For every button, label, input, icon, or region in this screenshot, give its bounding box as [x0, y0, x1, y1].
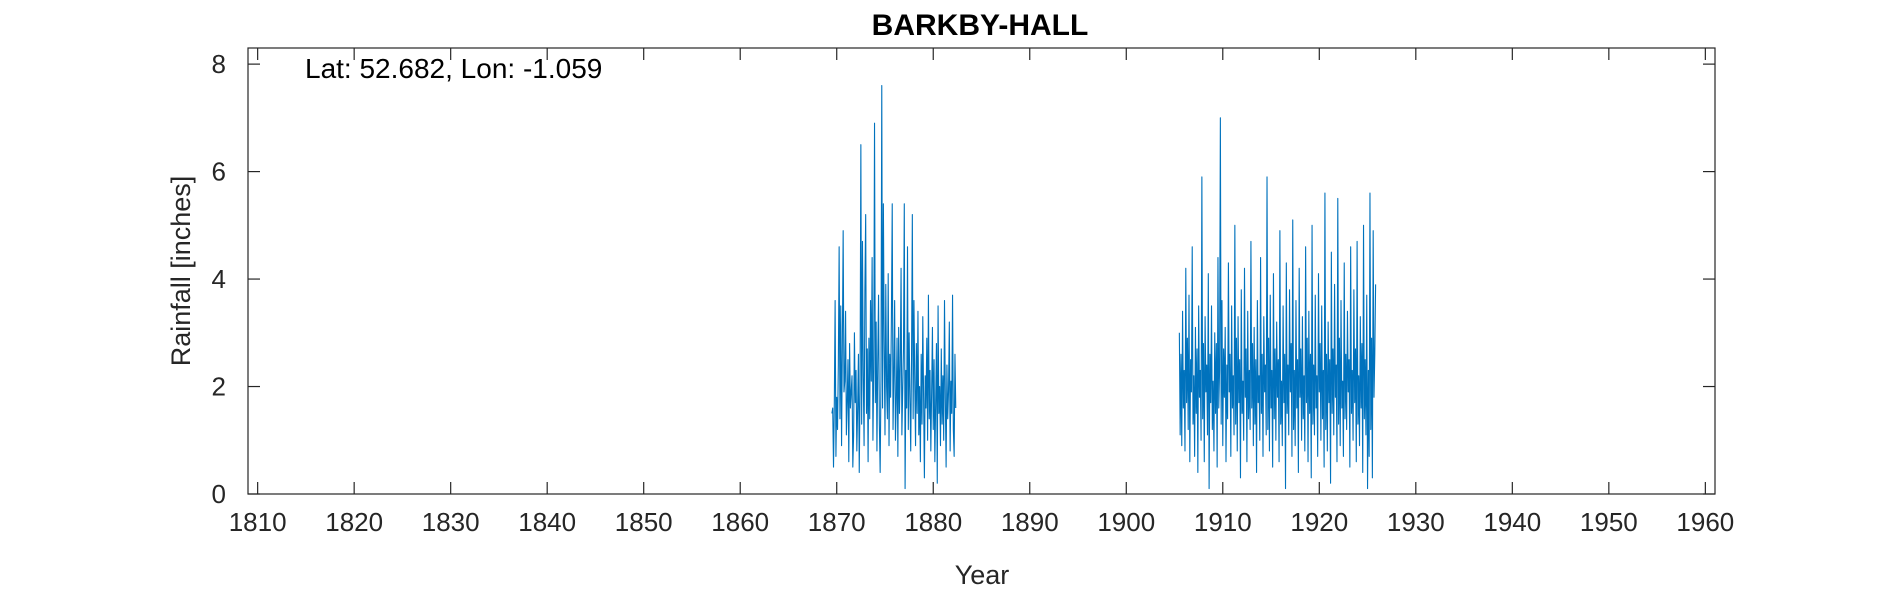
x-tick-label: 1890	[1001, 507, 1059, 537]
x-tick-label: 1830	[422, 507, 480, 537]
y-tick-label: 8	[212, 49, 226, 79]
x-tick-label: 1960	[1676, 507, 1734, 537]
y-tick-label: 4	[212, 264, 226, 294]
x-tick-label: 1910	[1194, 507, 1252, 537]
x-tick-labels: 1810 1820 1830 1840 1850 1860 1870 1880 1890 1900…	[229, 507, 1735, 537]
x-tick-label: 1930	[1387, 507, 1445, 537]
x-tick-label: 1810	[229, 507, 287, 537]
axis-ticks	[248, 48, 1715, 495]
x-tick-label: 1950	[1580, 507, 1638, 537]
station-coordinates-annotation: Lat: 52.682, Lon: -1.059	[305, 53, 602, 84]
rainfall-series	[831, 85, 1377, 490]
rainfall-series-line-segment-1	[831, 85, 957, 490]
x-tick-label: 1900	[1097, 507, 1155, 537]
x-tick-label: 1920	[1290, 507, 1348, 537]
x-tick-label: 1880	[904, 507, 962, 537]
y-axis-label: Rainfall [inches]	[166, 176, 196, 367]
x-axis-label: Year	[955, 560, 1010, 590]
x-tick-label: 1860	[711, 507, 769, 537]
y-tick-labels: 0 2 4 6 8	[212, 49, 226, 509]
plot-area-frame	[247, 47, 1716, 495]
x-tick-label: 1840	[518, 507, 576, 537]
x-tick-label: 1850	[615, 507, 673, 537]
y-tick-label: 0	[212, 479, 226, 509]
y-tick-label: 6	[212, 157, 226, 187]
rainfall-series-line-segment-2	[1178, 117, 1377, 490]
x-tick-label: 1940	[1483, 507, 1541, 537]
chart-title: BARKBY-HALL	[872, 9, 1089, 42]
x-tick-label: 1820	[325, 507, 383, 537]
y-tick-label: 2	[212, 372, 226, 402]
x-tick-label: 1870	[808, 507, 866, 537]
